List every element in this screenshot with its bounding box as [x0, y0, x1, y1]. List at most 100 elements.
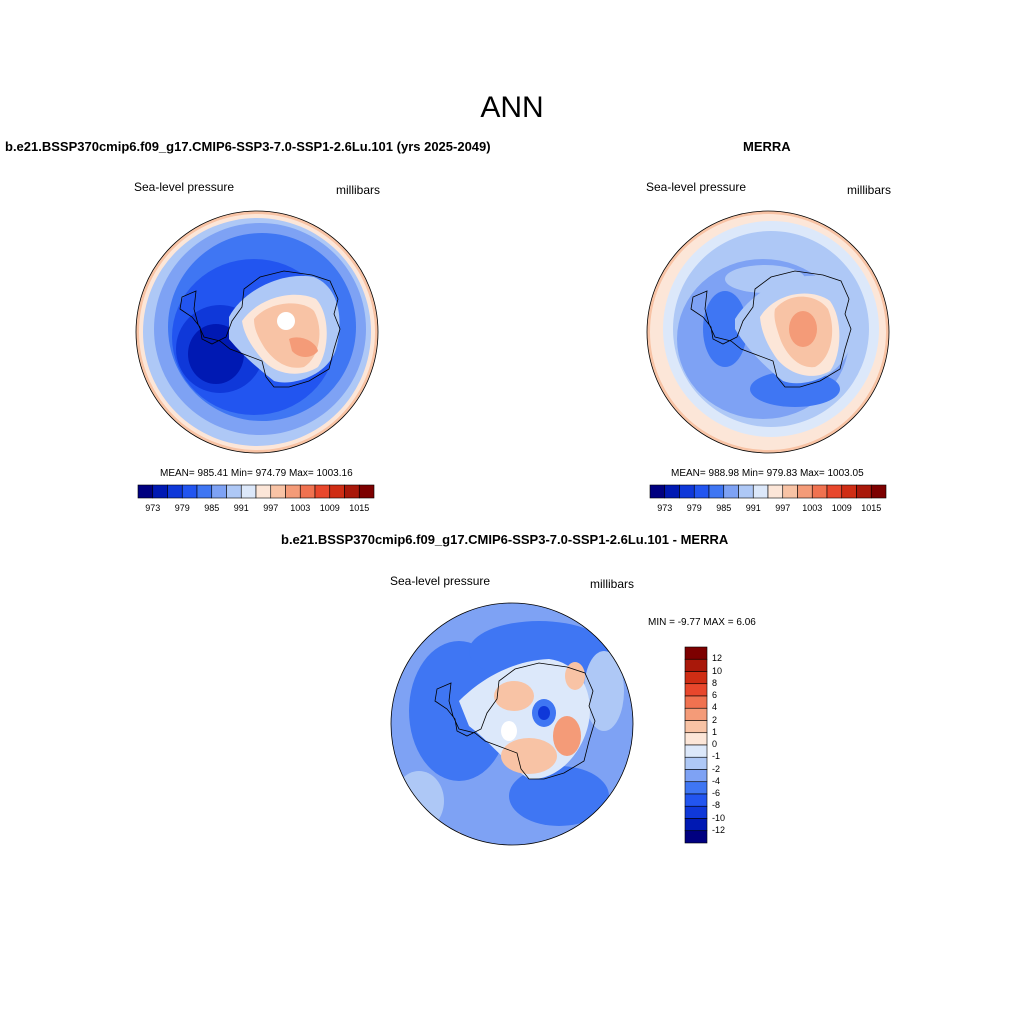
- colorbar-tick-label: -4: [712, 775, 721, 786]
- colorbar-swatch: [344, 484, 360, 499]
- colorbar-swatch: [684, 744, 708, 758]
- panel-1-variable-label: Sea-level pressure: [134, 180, 235, 194]
- panel-3-units-label: millibars: [590, 577, 635, 591]
- colorbar-tick-label: 6: [712, 690, 718, 700]
- colorbar-swatch: [841, 484, 857, 499]
- colorbar-tick-label: -8: [712, 800, 721, 811]
- colorbar-tick-label: 1009: [831, 503, 852, 513]
- colorbar-tick-label: 1015: [861, 503, 882, 513]
- panel-3-polar-map: [390, 602, 634, 846]
- panel-2-title: MERRA: [743, 139, 791, 154]
- colorbar-swatch: [196, 484, 213, 499]
- colorbar-swatch: [782, 484, 798, 499]
- colorbar-swatch: [811, 484, 828, 499]
- colorbar-swatch: [684, 646, 708, 660]
- colorbar-swatch: [684, 695, 708, 709]
- colorbar-swatch: [684, 793, 708, 807]
- panel-1-colorbar: [137, 484, 375, 499]
- panel-3-coastline: [434, 662, 596, 780]
- colorbar-tick-label: 985: [204, 503, 220, 513]
- colorbar-tick-label: 997: [263, 503, 279, 513]
- panel-1-coastline: [179, 270, 341, 388]
- colorbar-tick-label: -6: [712, 788, 721, 798]
- panel-3-colorbar: [684, 646, 708, 844]
- panel-1-polar-map: [135, 210, 379, 454]
- colorbar-tick-label: 1009: [319, 503, 340, 513]
- colorbar-tick-label: -12: [712, 824, 726, 835]
- panel-3-title: b.e21.BSSP370cmip6.f09_g17.CMIP6-SSP3-7.…: [281, 532, 729, 547]
- colorbar-tick-label: 10: [712, 665, 723, 676]
- colorbar-tick-label: 1015: [349, 503, 370, 513]
- colorbar-swatch: [679, 484, 695, 499]
- colorbar-swatch: [684, 818, 708, 832]
- panel-2-variable-label: Sea-level pressure: [646, 180, 747, 194]
- colorbar-tick-label: 979: [686, 503, 702, 513]
- colorbar-tick-label: -10: [712, 812, 726, 823]
- colorbar-swatch: [211, 484, 227, 499]
- colorbar-swatch: [684, 658, 708, 672]
- colorbar-tick-label: 985: [716, 503, 732, 513]
- colorbar-swatch: [684, 707, 708, 721]
- colorbar-tick-label: 8: [712, 677, 718, 688]
- colorbar-swatch: [826, 484, 843, 499]
- colorbar-swatch: [693, 484, 710, 499]
- colorbar-swatch: [299, 484, 316, 499]
- colorbar-swatch: [664, 484, 680, 499]
- colorbar-tick-label: -1: [712, 751, 721, 762]
- colorbar-swatch: [314, 484, 331, 499]
- colorbar-swatch: [181, 484, 198, 499]
- colorbar-swatch: [684, 720, 708, 734]
- colorbar-tick-label: 973: [145, 503, 161, 513]
- colorbar-swatch: [684, 683, 708, 697]
- colorbar-tick-label: 2: [712, 714, 718, 725]
- colorbar-swatch: [684, 781, 708, 795]
- panel-2-polar-map: [646, 210, 890, 454]
- colorbar-swatch: [226, 484, 242, 499]
- colorbar-swatch: [684, 732, 708, 746]
- colorbar-tick-label: 1: [712, 726, 718, 737]
- colorbar-tick-label: 1003: [802, 503, 823, 513]
- panel-1-units-label: millibars: [336, 183, 381, 197]
- colorbar-swatch: [723, 484, 739, 499]
- colorbar-swatch: [752, 484, 769, 499]
- colorbar-tick-label: 979: [174, 503, 190, 513]
- colorbar-swatch: [152, 484, 168, 499]
- colorbar-swatch: [329, 484, 345, 499]
- panel-2-units-label: millibars: [847, 183, 892, 197]
- colorbar-tick-label: 991: [745, 503, 761, 513]
- colorbar-swatch: [270, 484, 286, 499]
- colorbar-swatch: [870, 484, 887, 499]
- colorbar-tick-label: 1003: [290, 503, 311, 513]
- colorbar-swatch: [684, 671, 708, 685]
- panel-1-colorbar-ticks: 973 979 985 991 997 1003 1009 1015: [138, 503, 374, 515]
- panel-2-colorbar: [649, 484, 887, 499]
- colorbar-tick-label: 991: [233, 503, 249, 513]
- panel-3-variable-label: Sea-level pressure: [390, 574, 491, 588]
- panel-1-title: b.e21.BSSP370cmip6.f09_g17.CMIP6-SSP3-7.…: [5, 139, 491, 154]
- colorbar-swatch: [738, 484, 754, 499]
- colorbar-tick-label: 0: [712, 739, 718, 749]
- colorbar-swatch: [167, 484, 183, 499]
- colorbar-tick-label: 12: [712, 653, 723, 664]
- colorbar-swatch: [797, 484, 813, 499]
- main-title: ANN: [480, 91, 544, 124]
- colorbar-swatch: [684, 830, 708, 844]
- colorbar-swatch: [767, 484, 784, 499]
- panel-3-colorbar-ticks: 12 10 8 6 4 2 1 0 -1 -2 -4 -6 -8 -10 -12: [710, 647, 750, 843]
- colorbar-swatch: [708, 484, 725, 499]
- colorbar-swatch: [240, 484, 257, 499]
- colorbar-swatch: [358, 484, 375, 499]
- colorbar-swatch: [684, 805, 708, 819]
- colorbar-swatch: [684, 769, 708, 783]
- colorbar-tick-label: 973: [657, 503, 673, 513]
- colorbar-swatch: [684, 756, 708, 770]
- colorbar-swatch: [649, 484, 666, 499]
- colorbar-tick-label: -2: [712, 763, 721, 774]
- panel-3-stats: MIN = -9.77 MAX = 6.06: [648, 617, 756, 628]
- colorbar-tick-label: 997: [775, 503, 791, 513]
- colorbar-tick-label: 4: [712, 702, 718, 713]
- colorbar-swatch: [285, 484, 301, 499]
- colorbar-swatch: [137, 484, 154, 499]
- panel-1-stats: MEAN= 985.41 Min= 974.79 Max= 1003.16: [160, 468, 353, 479]
- panel-2-stats: MEAN= 988.98 Min= 979.83 Max= 1003.05: [671, 468, 864, 479]
